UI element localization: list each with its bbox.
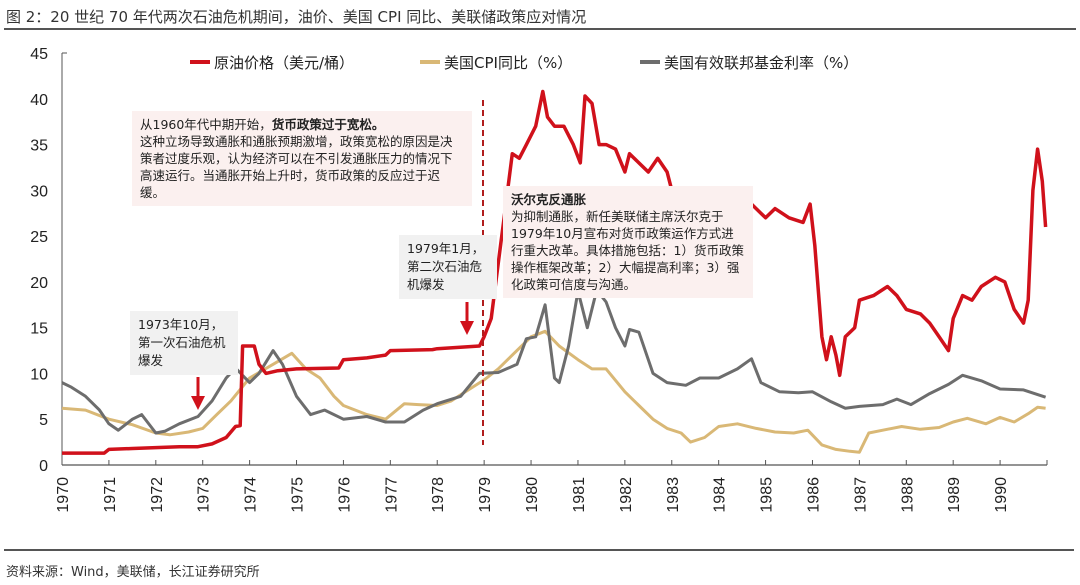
annotation-volcker: 沃尔克反通胀 为抑制通胀，新任美联储主席沃尔克于1979年10月宣布对货币政策运… xyxy=(503,186,753,298)
y-tick-label: 35 xyxy=(30,138,48,155)
series-line-1 xyxy=(62,89,1048,455)
arrow-icon-crisis1 xyxy=(191,377,205,410)
x-tick-label: 1974 xyxy=(243,477,260,513)
x-tick-label: 1986 xyxy=(805,477,822,513)
annotation-lead: 从1960年代中期开始， xyxy=(140,117,272,132)
y-tick-label: 25 xyxy=(30,229,48,246)
annotation-body: 为抑制通胀，新任美联储主席沃尔克于1979年10月宣布对货币政策运作方式进行重大… xyxy=(511,209,744,292)
axes: 0 5 10 15 20 25 30 35 40 45 1970 1971 1972 1973 1974 19… xyxy=(30,46,1048,513)
y-tick-label: 20 xyxy=(30,275,48,292)
footer-divider xyxy=(4,549,1074,551)
x-tick-label: 1985 xyxy=(759,477,776,513)
x-tick-label: 1979 xyxy=(477,477,494,513)
x-tick-label: 1978 xyxy=(430,477,447,513)
legend-label-2: 美国CPI同比（%） xyxy=(444,54,572,72)
x-tick-label: 1988 xyxy=(899,477,916,513)
x-tick-label: 1976 xyxy=(336,477,353,513)
x-tick-label: 1977 xyxy=(383,477,400,513)
y-tick-label: 40 xyxy=(30,92,48,109)
x-tick-label: 1983 xyxy=(665,477,682,513)
x-tick-label: 1989 xyxy=(946,477,963,513)
legend-label-1: 原油价格（美元/桶） xyxy=(214,54,354,72)
y-tick-label: 5 xyxy=(39,412,48,429)
legend-label-3: 美国有效联邦基金利率（%） xyxy=(664,54,858,72)
arrow-icon-crisis2 xyxy=(460,302,474,335)
annotation-crisis2: 1979年1月，第二次石油危机爆发 xyxy=(399,235,497,299)
legend: 原油价格（美元/桶） 美国CPI同比（%） 美国有效联邦基金利率（%） xyxy=(190,54,858,72)
y-tick-label: 15 xyxy=(30,321,48,338)
x-tick-label: 1970 xyxy=(55,477,72,513)
x-tick-label: 1971 xyxy=(102,477,119,513)
series-line-3 xyxy=(61,288,1047,435)
annotation-body: 这种立场导致通胀和通胀预期激增，政策宽松的原因是决策者过度乐观，认为经济可以在不… xyxy=(140,134,453,200)
y-tick-label: 30 xyxy=(30,183,48,200)
annotation-crisis1: 1973年10月，第一次石油危机爆发 xyxy=(130,311,238,375)
x-tick-label: 1990 xyxy=(993,477,1010,513)
x-tick-label: 1982 xyxy=(618,477,635,513)
x-tick-label: 1973 xyxy=(196,477,213,513)
x-tick-label: 1984 xyxy=(712,477,729,513)
source-note: 资料来源：Wind，美联储，长江证券研究所 xyxy=(6,565,260,580)
annotation-loose-policy: 从1960年代中期开始，货币政策过于宽松。 这种立场导致通胀和通胀预期激增，政策… xyxy=(132,111,472,206)
x-tick-label: 1972 xyxy=(149,477,166,513)
y-tick-label: 45 xyxy=(30,46,48,63)
annotation-bold: 沃尔克反通胀 xyxy=(511,192,587,207)
annotation-bold: 货币政策过于宽松。 xyxy=(271,117,385,132)
series-lines xyxy=(61,89,1048,455)
x-tick-label: 1975 xyxy=(290,477,307,513)
title-divider xyxy=(4,28,1076,30)
x-tick-label: 1980 xyxy=(524,477,541,513)
figure-title: 图 2：20 世纪 70 年代两次石油危机期间，油价、美国 CPI 同比、美联储… xyxy=(6,8,587,26)
x-tick-label: 1981 xyxy=(571,477,588,513)
x-tick-label: 1987 xyxy=(852,477,869,513)
y-tick-label: 0 xyxy=(39,458,48,475)
y-tick-label: 10 xyxy=(30,366,48,383)
